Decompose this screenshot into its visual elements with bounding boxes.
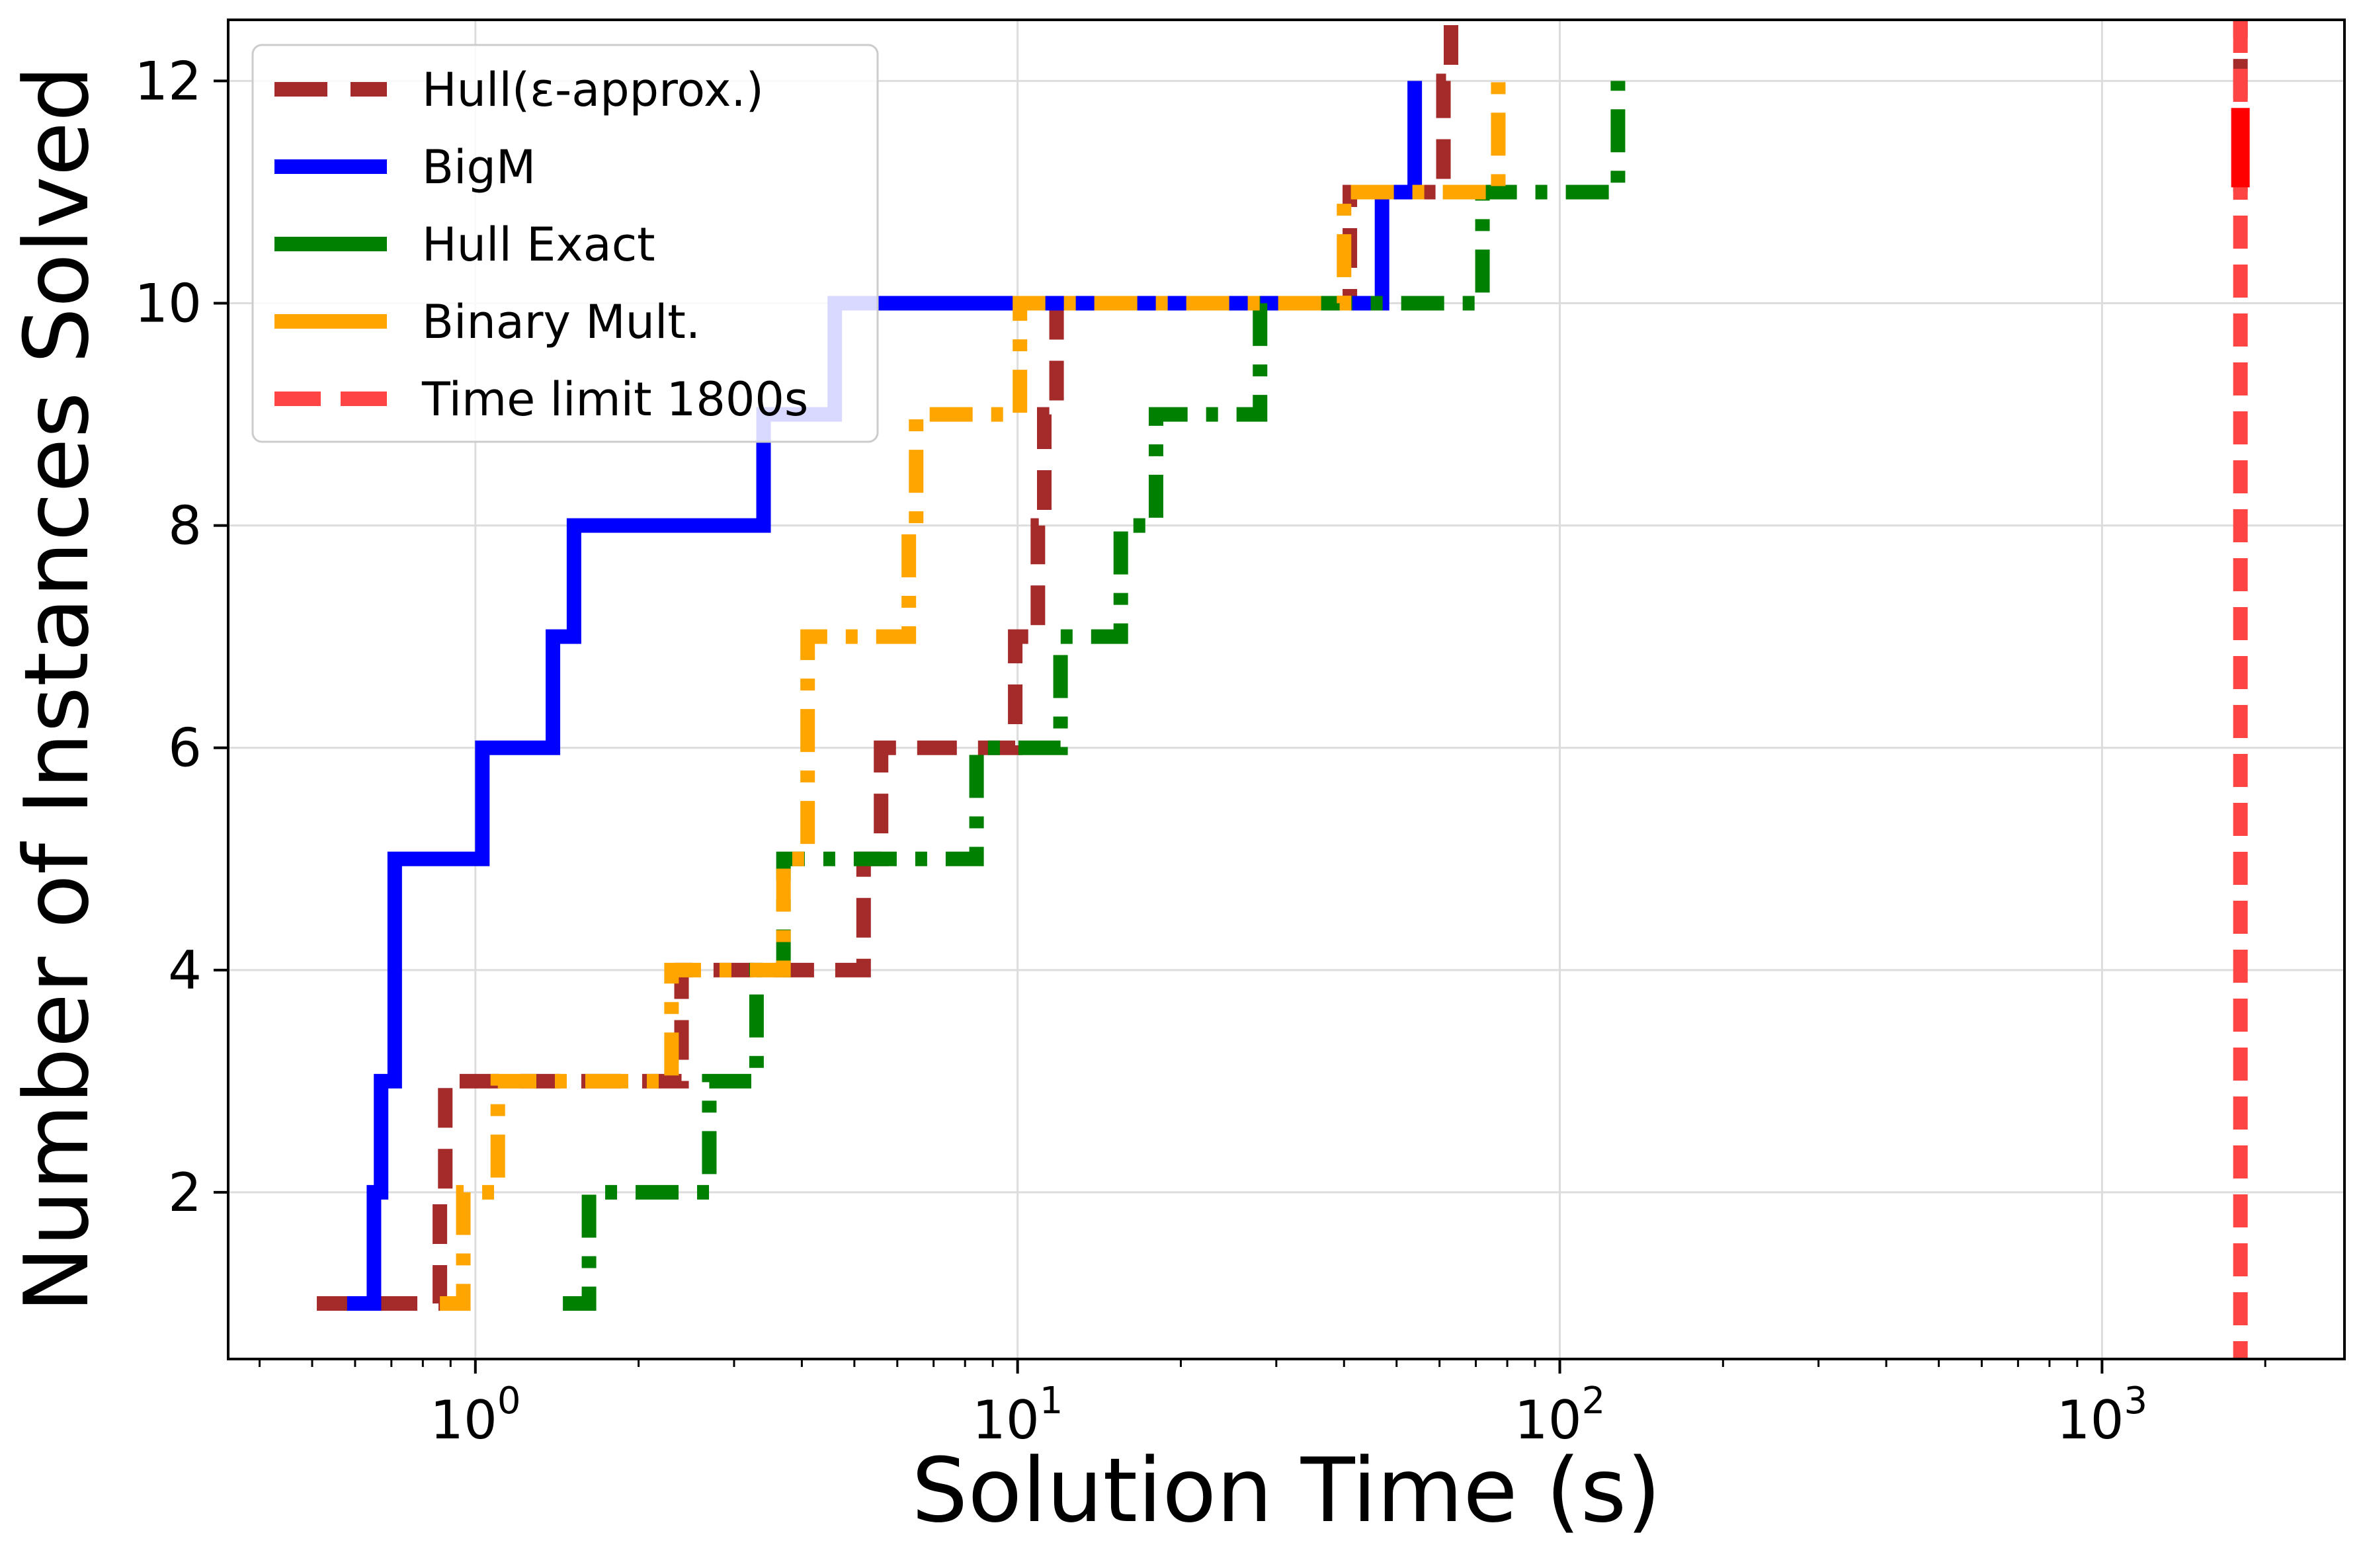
legend-label-1: BigM [422,140,536,194]
plot-frame [227,19,2346,1360]
y-tick-label-2: 6 [168,718,202,779]
y-axis-title: Number of Instances Solved [5,65,108,1313]
y-tick-label-0: 2 [168,1162,202,1223]
legend-box [251,44,879,443]
time-limit-marker [2231,108,2250,188]
y-tick-label-5: 12 [134,50,202,112]
series-line-2 [563,81,1626,1311]
x-tick-label-3: 103 [2057,1380,2147,1451]
x-tick-label-2: 102 [1514,1380,1605,1451]
legend-label-0: Hull(ε-approx.) [422,63,764,117]
legend-label-3: Binary Mult. [422,295,700,349]
ticks: 100 101 102 103 2 4 6 8 10 12 [134,50,2266,1451]
legend: Hull(ε-approx.) BigM Hull Exact Binary Mult… [251,44,879,443]
series-layer [317,20,2250,1359]
legend-label-2: Hull Exact [422,218,655,272]
x-tick-label-1: 101 [972,1380,1063,1451]
legend-label-4: Time limit 1800s [421,372,808,427]
x-tick-label-0: 100 [430,1380,520,1451]
x-axis-title: Solution Time (s) [911,1439,1661,1542]
y-tick-label-4: 10 [134,273,202,335]
series-line-3 [440,73,1506,1311]
y-tick-label-3: 8 [168,495,202,557]
y-tick-label-1: 4 [168,940,202,1001]
